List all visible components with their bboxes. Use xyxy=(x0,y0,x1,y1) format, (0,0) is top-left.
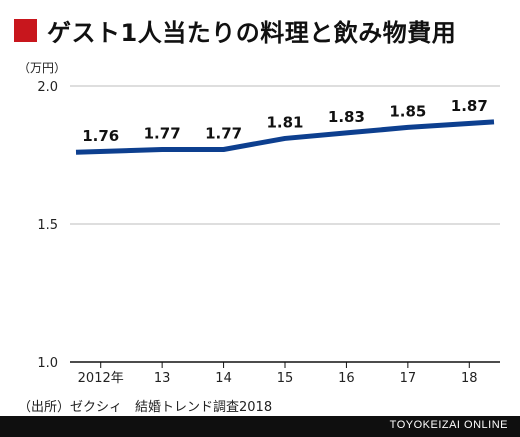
data-label: 1.76 xyxy=(82,127,119,145)
data-labels: 1.76 1.77 1.77 1.81 1.83 1.85 1.87 xyxy=(82,97,488,145)
brand-logo: TOYOKEIZAI ONLINE xyxy=(389,419,508,431)
y-tick-label: 2.0 xyxy=(37,80,58,95)
series xyxy=(75,119,495,155)
data-label: 1.77 xyxy=(205,124,242,142)
y-axis-unit-label: （万円） xyxy=(18,61,66,75)
data-label: 1.87 xyxy=(451,97,488,115)
data-label: 1.77 xyxy=(144,124,181,142)
x-tick-label: 16 xyxy=(338,371,355,386)
title-square-icon xyxy=(14,18,37,42)
data-label: 1.81 xyxy=(266,113,303,131)
chart-title-area: ゲスト1人当たりの料理と飲み物費用 xyxy=(14,12,510,48)
gridlines xyxy=(70,85,500,225)
data-label: 1.85 xyxy=(389,102,426,120)
x-tick-label: 2012年 xyxy=(78,371,124,386)
x-tick-label: 18 xyxy=(461,371,478,386)
series-line xyxy=(75,119,495,155)
x-tick-label: 14 xyxy=(215,371,232,386)
x-tick-label: 17 xyxy=(400,371,417,386)
chart-title: ゲスト1人当たりの料理と飲み物費用 xyxy=(47,18,457,47)
source-note: （出所）ゼクシィ 結婚トレンド調査2018 xyxy=(18,400,273,415)
data-label: 1.83 xyxy=(328,108,365,126)
y-tick-label: 1.5 xyxy=(37,218,58,233)
x-tick-label: 13 xyxy=(154,371,171,386)
axes: 1.0 1.5 2.0 （万円） 2012年 13 14 15 16 17 18 xyxy=(18,61,500,386)
footer-bar: TOYOKEIZAI ONLINE xyxy=(0,416,520,437)
x-tick-label: 15 xyxy=(277,371,294,386)
y-tick-label: 1.0 xyxy=(37,356,58,371)
